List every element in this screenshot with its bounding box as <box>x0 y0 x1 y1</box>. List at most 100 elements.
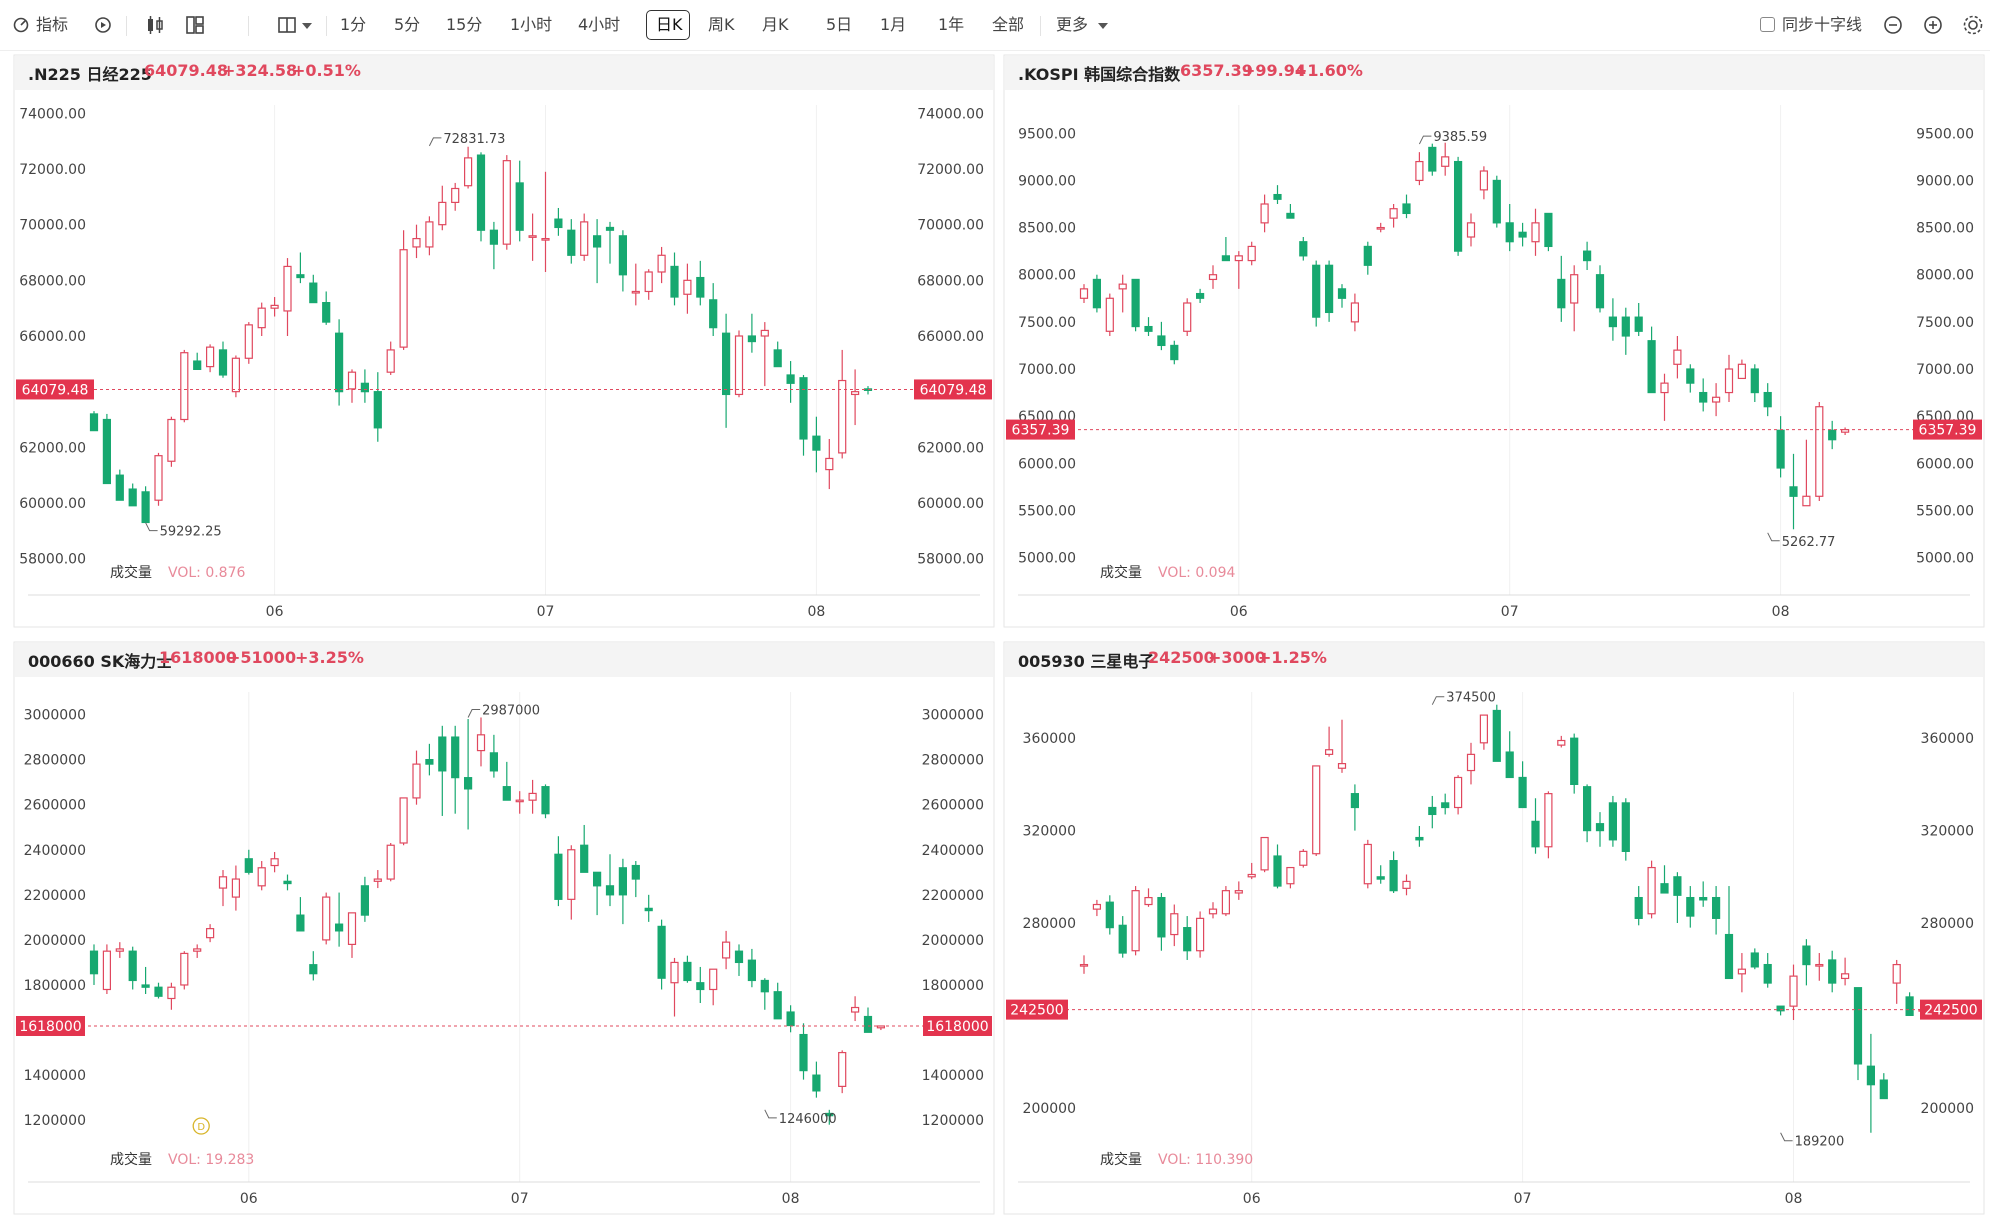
candle-down <box>1879 1079 1888 1100</box>
candle-up <box>347 912 357 946</box>
chevron-down-icon[interactable] <box>300 19 314 33</box>
high-marker <box>1431 696 1445 705</box>
candle-down <box>1789 486 1798 497</box>
candle-up <box>1479 714 1489 744</box>
candle-down <box>476 154 486 231</box>
candle-down <box>1092 278 1102 309</box>
candle-up <box>1840 973 1850 980</box>
period-tab-5[interactable]: 日K <box>656 15 683 34</box>
y-tick-label-left: 2600000 <box>24 798 86 814</box>
settings-icon[interactable] <box>1962 14 1984 36</box>
candle-up <box>167 418 176 462</box>
current-price-tag-left <box>1006 999 1068 1020</box>
zoom-in-icon[interactable] <box>1922 14 1944 36</box>
candle-down <box>89 950 99 975</box>
period-tab-11[interactable]: 全部 <box>992 15 1025 34</box>
candle-up <box>451 187 460 204</box>
candle-down <box>1221 255 1231 262</box>
candle-up <box>1376 226 1385 230</box>
more-chevron-icon[interactable] <box>1096 19 1110 33</box>
candle-down <box>218 349 228 376</box>
indicator-icon[interactable] <box>12 14 34 36</box>
y-tick-label-right: 58000.00 <box>917 552 984 568</box>
panel-header <box>1005 56 1983 90</box>
low-label: 59292.25 <box>160 525 222 540</box>
candle-down <box>1118 924 1127 954</box>
chart-layout-icon[interactable] <box>276 14 298 36</box>
y-tick-label-right: 2600000 <box>922 798 984 814</box>
layout-grid-icon[interactable] <box>184 14 206 36</box>
replay-icon[interactable] <box>92 14 114 36</box>
candle-up <box>644 271 653 293</box>
period-tab-9[interactable]: 1月 <box>880 15 907 34</box>
candle-up <box>657 254 666 273</box>
y-tick-label-left: 2400000 <box>24 843 86 859</box>
high-marker <box>428 137 442 147</box>
candle-down <box>1286 212 1295 219</box>
candle-up <box>631 290 640 294</box>
candle-up <box>399 797 408 844</box>
candle-down <box>812 435 821 451</box>
candle-up <box>850 391 860 396</box>
period-tab-4[interactable]: 4小时 <box>578 15 621 34</box>
y-tick-label-right: 62000.00 <box>917 440 984 456</box>
period-tab-2[interactable]: 15分 <box>446 15 483 34</box>
period-tab-6[interactable]: 周K <box>708 15 735 34</box>
symbol-title: .KOSPI 韩国综合指数 <box>1018 65 1181 84</box>
crosshair-checkbox[interactable] <box>1760 17 1775 32</box>
candlestick-type-icon[interactable] <box>144 14 166 36</box>
indicator-button[interactable]: 指标 <box>36 15 69 34</box>
dividend-marker-icon[interactable] <box>192 1117 210 1135</box>
x-tick-label: 08 <box>782 1191 800 1207</box>
zoom-out-icon[interactable] <box>1882 14 1904 36</box>
y-tick-label-right: 2200000 <box>922 888 984 904</box>
candle-up <box>1466 753 1476 772</box>
candle-down <box>489 229 498 245</box>
y-tick-label-left: 70000.00 <box>19 218 86 234</box>
candle-up <box>1737 968 1747 975</box>
period-tab-7[interactable]: 月K <box>762 15 789 34</box>
current-price-tag-right <box>1920 999 1982 1020</box>
volume-value: VOL: 0.876 <box>168 565 245 581</box>
y-tick-label-left: 6000.00 <box>1018 456 1076 472</box>
y-tick-label-right: 60000.00 <box>917 496 984 512</box>
current-price-text-right: 64079.48 <box>920 382 987 398</box>
y-tick-label-right: 1800000 <box>922 978 984 994</box>
candle-up <box>1337 763 1347 769</box>
candle-up <box>1131 890 1140 952</box>
y-tick-label-right: 1200000 <box>922 1113 984 1129</box>
period-tab-8[interactable]: 5日 <box>826 15 853 34</box>
candle-down <box>592 235 602 248</box>
candle-down <box>309 282 318 304</box>
symbol-title: 000660 SK海力士 <box>28 652 173 671</box>
candle-up <box>1389 208 1398 219</box>
period-tab-0[interactable]: 1分 <box>340 15 367 34</box>
volume-label: 成交量 <box>1100 564 1142 581</box>
more-button[interactable]: 更多 <box>1056 15 1089 34</box>
candle-down <box>1634 896 1643 919</box>
candle-down <box>799 1033 808 1072</box>
y-tick-label-right: 72000.00 <box>917 162 984 178</box>
candle-up <box>218 876 228 889</box>
y-tick-label-left: 2000000 <box>24 933 86 949</box>
candle-up <box>1247 245 1256 262</box>
candle-down <box>1273 193 1282 200</box>
y-tick-label-left: 68000.00 <box>19 273 86 289</box>
candle-up <box>1350 302 1360 323</box>
candle-down <box>760 979 769 993</box>
candle-up <box>1802 495 1811 507</box>
candle-down <box>425 759 434 765</box>
candle-down <box>1582 786 1592 832</box>
candle-down <box>451 736 460 779</box>
period-tab-10[interactable]: 1年 <box>938 15 965 34</box>
x-tick-label: 06 <box>1243 1191 1261 1207</box>
period-tab-3[interactable]: 1小时 <box>510 15 553 34</box>
candle-up <box>206 346 215 368</box>
candle-up <box>464 157 473 187</box>
candle-down <box>296 914 305 932</box>
percent-value: +1.60% <box>1294 61 1363 80</box>
period-tab-1[interactable]: 5分 <box>394 15 421 34</box>
y-tick-label-right: 5500.00 <box>1916 503 1974 519</box>
candle-down <box>1570 737 1579 786</box>
candle-down <box>1299 241 1308 257</box>
